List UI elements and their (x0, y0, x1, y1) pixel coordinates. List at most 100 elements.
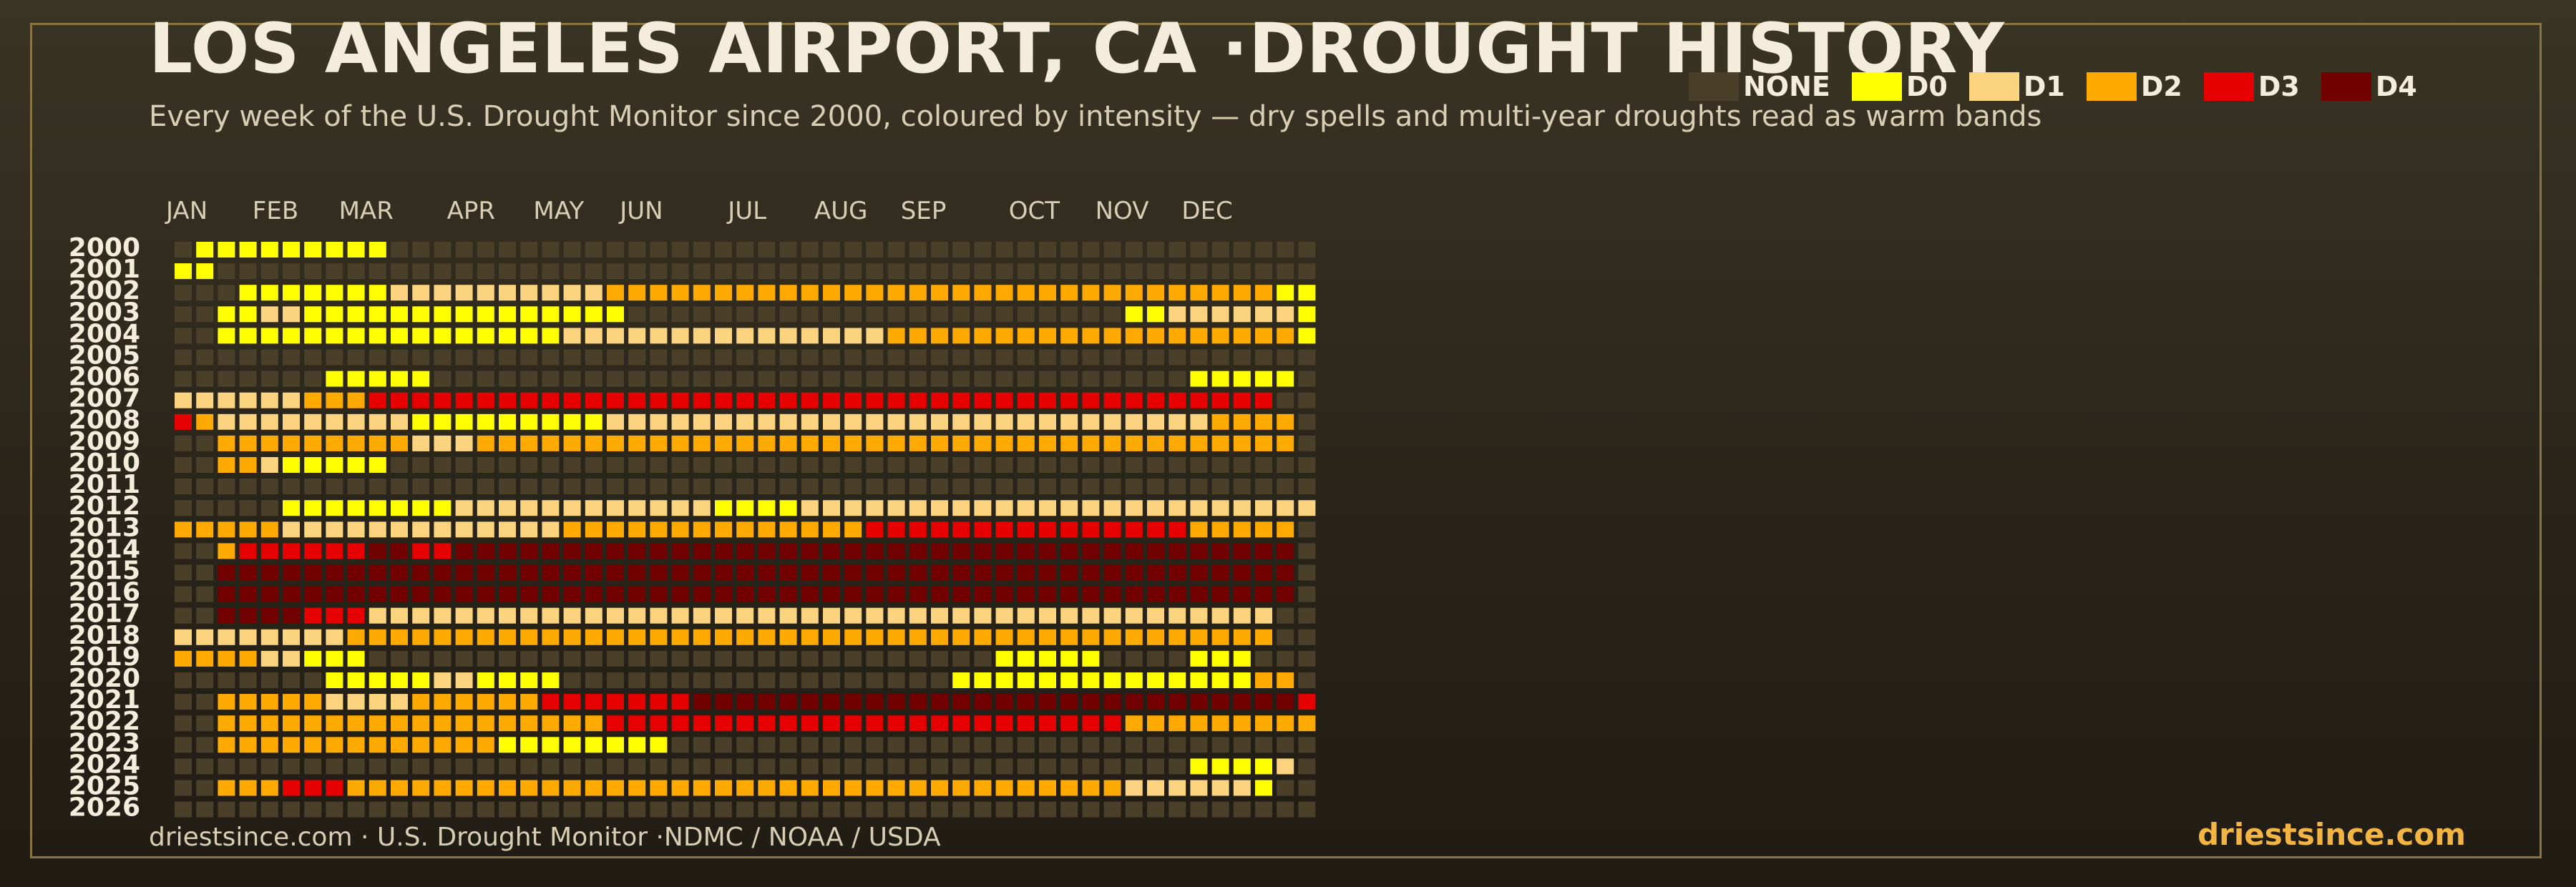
cell-2003-w26 (715, 306, 732, 323)
cell-2002-w24 (671, 285, 689, 301)
cell-2013-w18 (542, 521, 560, 538)
cell-2021-w33 (866, 694, 884, 710)
cell-2012-w51 (1255, 500, 1272, 516)
cell-2024-w36 (931, 758, 948, 775)
cell-2011-w35 (909, 479, 927, 495)
cell-2022-w48 (1190, 715, 1208, 732)
cell-2026-w7 (304, 801, 322, 818)
cell-2000-w37 (952, 242, 970, 258)
cell-2016-w21 (607, 586, 624, 602)
cell-2001-w39 (995, 263, 1013, 280)
year-label-2011: 2011 (69, 470, 140, 499)
cell-2000-w47 (1169, 242, 1186, 258)
cell-2025-w9 (347, 780, 365, 796)
year-label-2018: 2018 (69, 621, 140, 650)
cell-2021-w28 (758, 694, 776, 710)
cell-2005-w30 (801, 349, 819, 366)
cell-2000-w18 (542, 242, 560, 258)
cell-2014-w49 (1211, 543, 1229, 559)
cell-2005-w8 (326, 349, 343, 366)
cell-2026-w49 (1211, 801, 1229, 818)
cell-2004-w26 (715, 328, 732, 344)
cell-2011-w22 (628, 479, 646, 495)
cell-2000-w14 (455, 242, 473, 258)
cell-2024-w53 (1298, 758, 1316, 775)
brand-link[interactable]: driestsince.com (2197, 817, 2466, 852)
cell-2004-w29 (779, 328, 797, 344)
cell-2023-w1 (175, 737, 192, 753)
cell-2016-w8 (326, 586, 343, 602)
cell-2011-w18 (542, 479, 560, 495)
cell-2013-w11 (391, 521, 408, 538)
cell-2007-w52 (1277, 392, 1294, 408)
cell-2001-w45 (1125, 263, 1143, 280)
cell-2012-w6 (283, 500, 300, 516)
cell-2016-w52 (1277, 586, 1294, 602)
cell-2019-w13 (434, 650, 452, 667)
cell-2026-w4 (239, 801, 257, 818)
cell-2015-w29 (779, 564, 797, 581)
cell-2002-w3 (218, 285, 235, 301)
cell-2005-w40 (1017, 349, 1035, 366)
cell-2023-w30 (801, 737, 819, 753)
cell-2017-w4 (239, 607, 257, 624)
cell-2018-w7 (304, 629, 322, 645)
cell-2015-w1 (175, 564, 192, 581)
cell-2025-w33 (866, 780, 884, 796)
cell-2013-w23 (650, 521, 668, 538)
cell-2012-w29 (779, 500, 797, 516)
cell-2014-w32 (844, 543, 862, 559)
cell-2001-w36 (931, 263, 948, 280)
cell-2012-w45 (1125, 500, 1143, 516)
cell-2014-w9 (347, 543, 365, 559)
cell-2013-w35 (909, 521, 927, 538)
cell-2016-w31 (823, 586, 840, 602)
cell-2026-w3 (218, 801, 235, 818)
cell-2026-w10 (369, 801, 386, 818)
cell-2003-w14 (455, 306, 473, 323)
cell-2014-w21 (607, 543, 624, 559)
cell-2012-w43 (1082, 500, 1100, 516)
cell-2013-w6 (283, 521, 300, 538)
legend-label-d1: D1 (2023, 71, 2065, 102)
cell-2014-w37 (952, 543, 970, 559)
cell-2025-w27 (736, 780, 754, 796)
cell-2016-w12 (412, 586, 430, 602)
cell-2008-w22 (628, 413, 646, 430)
cell-2021-w8 (326, 694, 343, 710)
cell-2003-w22 (628, 306, 646, 323)
cell-2021-w11 (391, 694, 408, 710)
cell-2001-w1 (175, 263, 192, 280)
cell-2001-w48 (1190, 263, 1208, 280)
cell-2009-w11 (391, 435, 408, 451)
cell-2014-w7 (304, 543, 322, 559)
cell-2004-w34 (887, 328, 905, 344)
cell-2008-w31 (823, 413, 840, 430)
cell-2010-w51 (1255, 457, 1272, 473)
year-label-2000: 2000 (69, 233, 140, 263)
cell-2006-w14 (455, 371, 473, 387)
cell-2017-w28 (758, 607, 776, 624)
cell-2023-w35 (909, 737, 927, 753)
cell-2000-w27 (736, 242, 754, 258)
chart-subtitle: Every week of the U.S. Drought Monitor s… (149, 100, 2042, 133)
cell-2012-w1 (175, 500, 192, 516)
cell-2005-w46 (1147, 349, 1164, 366)
cell-2021-w1 (175, 694, 192, 710)
cell-2026-w6 (283, 801, 300, 818)
cell-2017-w47 (1169, 607, 1186, 624)
cell-2023-w23 (650, 737, 668, 753)
cell-2004-w3 (218, 328, 235, 344)
cell-2024-w52 (1277, 758, 1294, 775)
cell-2006-w46 (1147, 371, 1164, 387)
cell-2024-w10 (369, 758, 386, 775)
cell-2005-w12 (412, 349, 430, 366)
cell-2023-w39 (995, 737, 1013, 753)
cell-2012-w5 (260, 500, 278, 516)
cell-2004-w14 (455, 328, 473, 344)
cell-2015-w49 (1211, 564, 1229, 581)
cell-2010-w46 (1147, 457, 1164, 473)
cell-2002-w27 (736, 285, 754, 301)
cell-2013-w52 (1277, 521, 1294, 538)
cell-2025-w50 (1233, 780, 1251, 796)
